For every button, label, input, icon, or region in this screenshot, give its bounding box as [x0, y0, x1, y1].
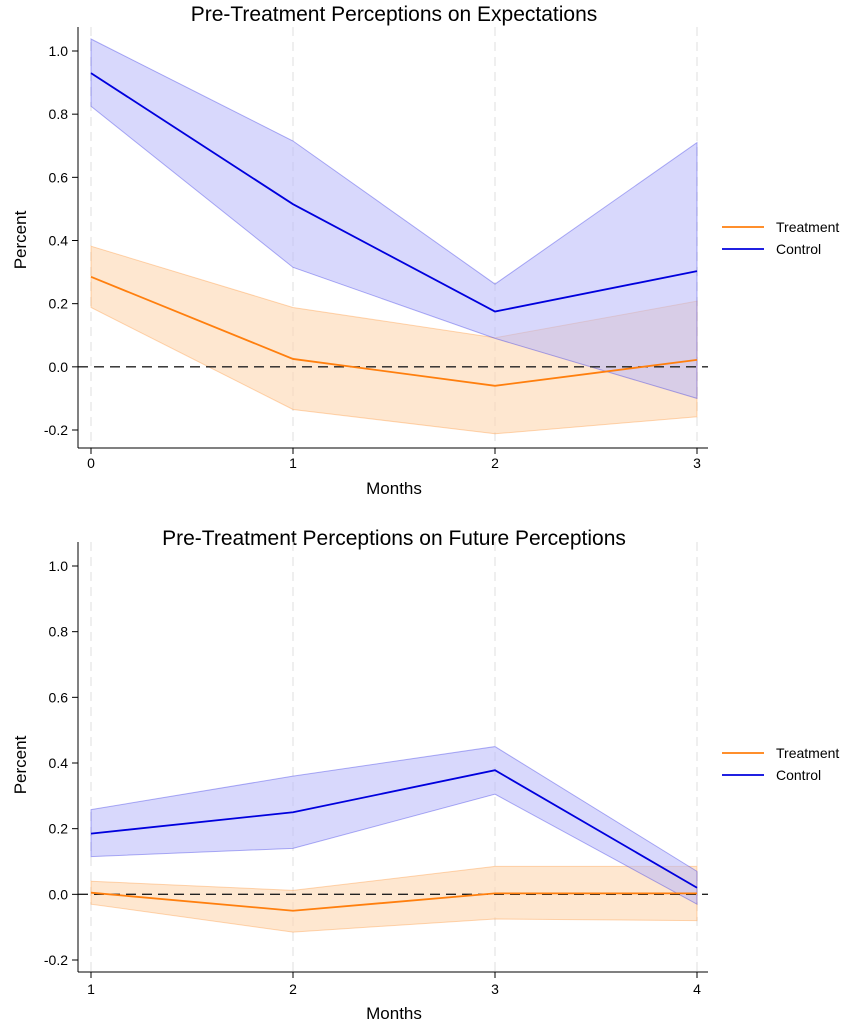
- y-tick-label: -0.2: [44, 952, 68, 968]
- y-tick-label: 0.8: [49, 106, 69, 122]
- y-axis-label: Percent: [11, 735, 30, 794]
- x-tick-label: 1: [289, 455, 297, 471]
- series-line-treatment: [90, 891, 697, 912]
- x-tick-label: 0: [87, 455, 95, 471]
- legend-label-control: Control: [776, 241, 821, 257]
- y-tick-label: 0.2: [49, 821, 69, 837]
- y-tick-label: 0.6: [49, 169, 69, 185]
- chart-title: Pre-Treatment Perceptions on Expectation…: [191, 3, 598, 26]
- series-line-control: [90, 769, 698, 889]
- ci-band-control: [90, 746, 698, 906]
- x-tick-label: 3: [491, 981, 499, 997]
- chart-title: Pre-Treatment Perceptions on Future Perc…: [162, 527, 626, 550]
- legend-label-treatment: Treatment: [776, 219, 839, 235]
- x-axis-label: Months: [366, 1004, 422, 1023]
- y-tick-label: 0.0: [49, 359, 69, 375]
- chart-future-perceptions: Pre-Treatment Perceptions on Future Perc…: [11, 527, 839, 1023]
- x-tick-label: 2: [289, 981, 297, 997]
- y-tick-label: 1.0: [49, 43, 69, 59]
- x-tick-label: 2: [491, 455, 499, 471]
- x-axis-label: Months: [366, 479, 422, 498]
- chart-expectations: Pre-Treatment Perceptions on Expectation…: [11, 3, 839, 498]
- y-tick-label: 0.2: [49, 296, 69, 312]
- y-tick-label: 0.4: [49, 233, 69, 249]
- series-line-treatment: [90, 275, 698, 387]
- x-tick-label: 3: [693, 455, 701, 471]
- ci-band-control: [90, 38, 698, 400]
- ci-band-treatment: [90, 245, 698, 435]
- legend-label-treatment: Treatment: [776, 745, 839, 761]
- y-tick-label: 1.0: [49, 558, 69, 574]
- y-tick-label: -0.2: [44, 422, 68, 438]
- legend: Treatment Control: [722, 745, 839, 783]
- ci-band-treatment: [90, 865, 698, 933]
- legend-label-control: Control: [776, 767, 821, 783]
- series-line-control: [90, 72, 698, 313]
- y-tick-label: 0.6: [49, 689, 69, 705]
- x-tick-label: 4: [693, 981, 701, 997]
- y-tick-label: 0.4: [49, 755, 69, 771]
- y-tick-label: 0.8: [49, 624, 69, 640]
- legend: Treatment Control: [722, 219, 839, 257]
- y-tick-label: 0.0: [49, 886, 69, 902]
- y-axis-label: Percent: [11, 210, 30, 269]
- x-tick-label: 1: [87, 981, 95, 997]
